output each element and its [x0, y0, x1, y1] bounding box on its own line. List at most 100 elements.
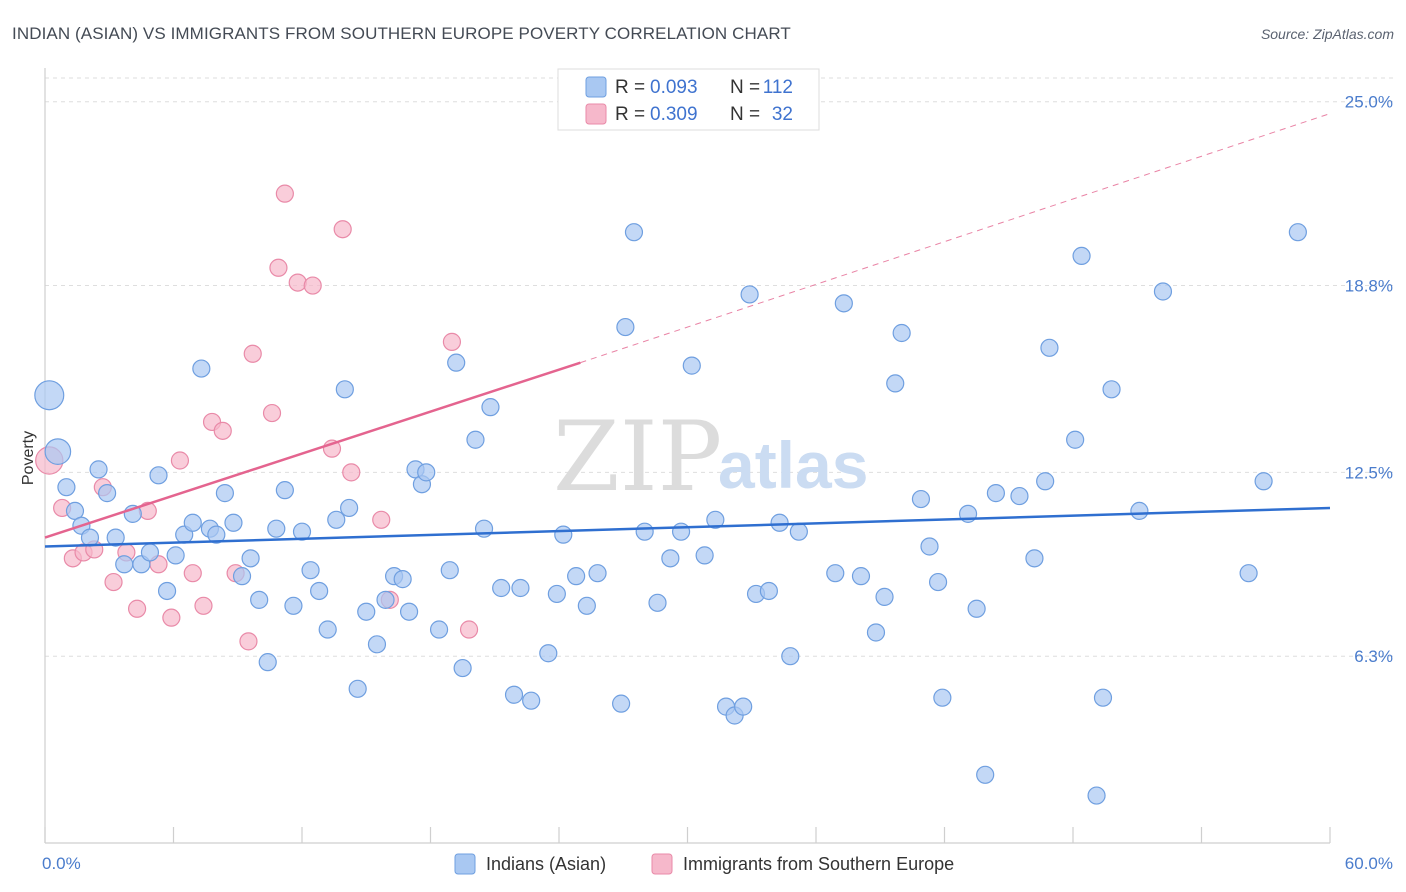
southern-europe-point — [303, 276, 322, 295]
indian-asian-point — [149, 466, 168, 485]
indian-asian-point — [976, 765, 995, 784]
indian-asian-point — [348, 679, 367, 698]
indian-asian-point — [98, 484, 117, 503]
indian-asian-point — [826, 564, 845, 583]
watermark-atlas: atlas — [718, 428, 868, 502]
indian-asian-point — [892, 323, 911, 343]
indian-asian-point — [157, 581, 177, 601]
bottom-legend-label-pink: Immigrants from Southern Europe — [683, 854, 954, 874]
trend-lines — [44, 113, 1331, 548]
indian-asian-point — [539, 644, 558, 663]
indian-asian-point — [250, 590, 269, 609]
indian-asian-point — [275, 481, 294, 500]
indian-asian-point — [770, 513, 789, 532]
indian-asian-point — [789, 522, 808, 541]
indian-asian-point — [928, 572, 948, 592]
watermark-zip: ZIP — [553, 401, 722, 513]
indian-asian-point — [80, 528, 100, 547]
bottom-legend-swatch-pink — [651, 853, 673, 875]
y-tick-labels: 6.3% 12.5% 18.8% 25.0% — [1345, 93, 1393, 666]
southern-europe-point — [442, 332, 462, 351]
legend-r-label-1: R = — [615, 77, 645, 98]
y-tick-label: 6.3% — [1354, 647, 1393, 666]
indian-asian-point — [616, 317, 635, 337]
indian-asian-point — [648, 593, 667, 612]
indian-asian-point — [554, 525, 573, 544]
indian-asian-point — [207, 525, 226, 544]
indian-asian-point — [447, 353, 466, 372]
southern-europe-point — [243, 344, 262, 363]
indian-asian-point — [781, 647, 800, 666]
southern-europe-point — [170, 451, 190, 470]
indian-asian-point — [335, 380, 354, 399]
legend-r-label-2: R = — [615, 104, 645, 125]
southern-europe-point — [372, 510, 391, 529]
legend-swatch-pink — [585, 103, 607, 125]
indian-asian-point — [612, 694, 631, 713]
indian-asian-point — [1087, 786, 1106, 805]
indian-asian-point — [367, 635, 387, 654]
indian-asian-point — [1066, 430, 1085, 449]
southern-europe-point — [342, 463, 361, 482]
indian-asian-point — [1102, 380, 1121, 399]
indian-asian-point — [986, 484, 1006, 503]
indian-asian-point — [327, 510, 346, 529]
southern-europe-point — [104, 572, 123, 592]
indian-asian-point — [115, 555, 134, 574]
indian-asian-point — [920, 537, 939, 556]
southern-europe-point — [288, 273, 307, 292]
indian-asian-point — [635, 522, 654, 541]
southern-europe-point — [213, 421, 232, 440]
indian-asian-point — [1288, 223, 1307, 242]
southern-europe-point — [162, 608, 181, 627]
legend-swatch-blue — [585, 76, 607, 98]
southern-europe-point — [269, 258, 288, 277]
indian-asian-point — [492, 578, 511, 598]
legend: R = 0.093 N = 112 R = 0.309 N = 32 — [557, 68, 820, 131]
southern-europe-point — [127, 599, 147, 618]
indian-asian-point — [258, 653, 277, 672]
indian-asian-point — [376, 590, 395, 609]
indian-asian-point — [577, 596, 596, 615]
indian-asian-point — [399, 602, 419, 621]
y-axis-label: Poverty — [20, 431, 37, 485]
indian-asian-point — [301, 561, 320, 580]
bottom-legend-swatch-blue — [454, 853, 476, 875]
indian-asian-point — [695, 546, 714, 565]
indian-asian-point — [183, 513, 202, 532]
indian-asian-point — [671, 522, 691, 541]
indian-asian-point — [875, 587, 894, 606]
indian-asian-point — [417, 463, 436, 482]
indian-asian-point — [340, 498, 359, 518]
indian-asian-point — [106, 528, 125, 547]
indian-asian-point — [292, 522, 312, 541]
indian-asian-point — [215, 484, 234, 503]
watermark: ZIP atlas — [553, 401, 868, 513]
indian-asian-point — [1025, 549, 1044, 568]
indian-asian-point — [1153, 282, 1173, 301]
indian-asian-point — [851, 567, 871, 586]
indian-asian-point — [522, 691, 541, 710]
x-tick-label: 60.0% — [1345, 854, 1393, 873]
y-tick-label: 18.8% — [1345, 277, 1393, 296]
legend-r-value-2: 0.309 — [650, 104, 698, 125]
indian-asian-point — [57, 478, 76, 497]
indian-asian-point — [241, 549, 260, 568]
indian-asian-point — [166, 546, 185, 565]
chart-title: INDIAN (ASIAN) VS IMMIGRANTS FROM SOUTHE… — [12, 24, 791, 43]
southern-europe-point — [275, 184, 294, 203]
indian-asian-point — [310, 581, 329, 601]
points — [34, 184, 1307, 805]
chart-source: Source: ZipAtlas.com — [1261, 26, 1394, 42]
southern-europe-point — [183, 564, 202, 583]
legend-n-label-2: N = — [730, 104, 760, 125]
indian-asian-point — [429, 620, 449, 639]
indian-asian-point — [232, 567, 252, 586]
southern-europe-point — [459, 620, 479, 639]
x-tick-labels: 0.0% 60.0% — [42, 854, 1393, 873]
indian-asian-point — [834, 294, 853, 313]
indian-asian-point — [140, 543, 160, 562]
southern-europe-trend-extension — [580, 113, 1331, 364]
indian-asian-point — [759, 581, 778, 601]
